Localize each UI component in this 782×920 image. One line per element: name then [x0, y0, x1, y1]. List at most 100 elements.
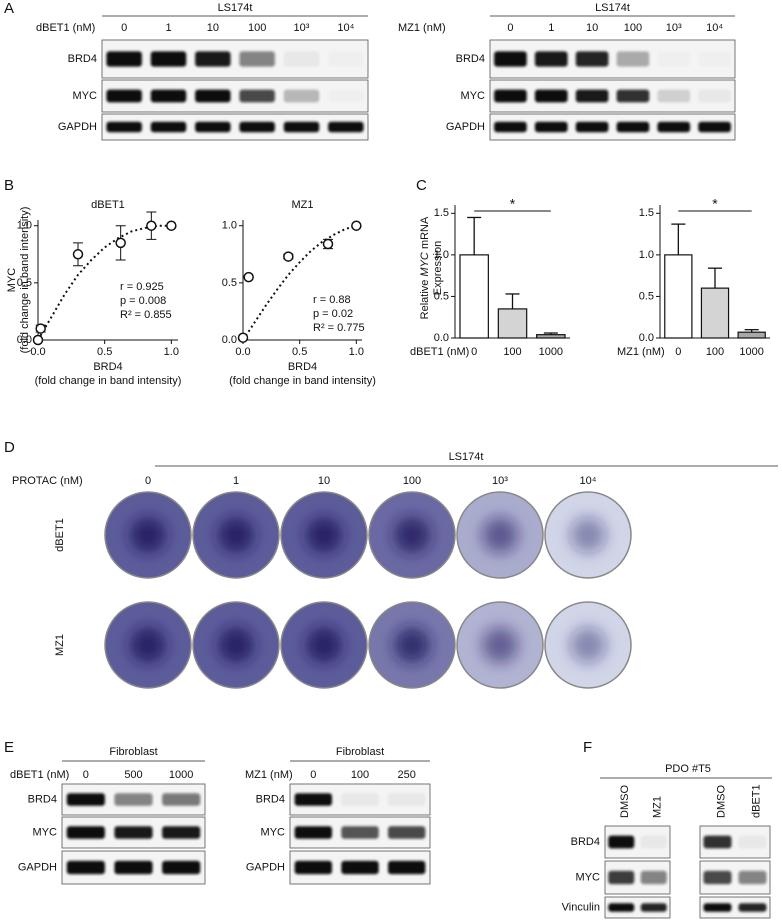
row-label: MYC [73, 90, 98, 102]
row-label: GAPDH [246, 861, 285, 873]
band [239, 89, 275, 103]
lane-label: dBET1 [750, 784, 762, 818]
band [608, 903, 635, 912]
plate-center [218, 627, 254, 663]
band [738, 835, 767, 849]
x-tick-label: 100 [503, 346, 521, 358]
band [608, 870, 635, 885]
point [146, 220, 157, 231]
band [150, 89, 187, 103]
row-label: GAPDH [446, 121, 485, 133]
conc-label: MZ1 (nM) [398, 22, 446, 34]
point [351, 220, 362, 231]
point [72, 249, 84, 260]
band [328, 51, 363, 66]
band [616, 51, 650, 67]
band [114, 826, 153, 839]
x-axis-label: (fold change in band intensity) [35, 375, 182, 387]
bar [497, 308, 528, 339]
y-tick-label: 0.0 [17, 334, 32, 346]
blot-frame [699, 896, 771, 919]
band [657, 51, 690, 66]
band [66, 860, 105, 875]
band [114, 860, 153, 875]
lane-label: 10 [207, 22, 219, 34]
lane-label: 1 [548, 22, 554, 34]
band [657, 89, 691, 103]
lane-label: 10 [318, 475, 330, 487]
y-axis-label: (fold change in band intensity) [19, 207, 31, 354]
plate-center [570, 517, 606, 553]
band [195, 51, 231, 67]
conc-label: MZ1 (nM) [245, 769, 293, 781]
x-tick-label: 0.5 [97, 346, 112, 358]
band [703, 903, 732, 912]
plate-center [394, 517, 430, 553]
y-tick-label: 1.5 [639, 207, 654, 219]
plates-title: LS174t [449, 451, 484, 463]
band [494, 51, 527, 67]
lane-label: 10⁴ [580, 475, 597, 487]
point [115, 237, 126, 249]
annotation: p = 0.008 [120, 295, 166, 307]
band [575, 89, 609, 103]
blot-frame [489, 39, 736, 79]
band [608, 835, 635, 849]
band [703, 870, 732, 885]
blot-frame [101, 113, 369, 141]
x-tick-label: 0.5 [292, 346, 307, 358]
panel-label: E [4, 739, 14, 756]
point [283, 251, 294, 262]
x-tick-label: 100 [706, 346, 724, 358]
row-label: GAPDH [18, 861, 57, 873]
band [640, 870, 667, 885]
lane-label: DMSO [715, 785, 727, 818]
y-axis-label: Relative MYC mRNA [419, 216, 431, 319]
band [388, 826, 426, 839]
band [239, 51, 275, 67]
blot-frame [101, 39, 369, 79]
y-axis-label: Expression [432, 241, 444, 295]
y-tick-label: 0.5 [222, 277, 237, 289]
label-part: MYC [419, 252, 431, 277]
lane-label: 1 [165, 22, 171, 34]
annotation: R² = 0.775 [313, 322, 365, 334]
band [640, 903, 667, 912]
lane-label: 1 [233, 475, 239, 487]
lane-label: 0 [121, 22, 127, 34]
band [703, 835, 732, 849]
band [575, 121, 609, 133]
x-tick-label: 1.0 [164, 346, 179, 358]
blot-frame [604, 896, 671, 919]
band [114, 793, 153, 806]
band [150, 51, 187, 67]
plate-center [130, 517, 166, 553]
significance: * [712, 196, 718, 212]
x-axis-label: BRD4 [288, 361, 317, 373]
plate-center [570, 627, 606, 663]
y-tick-label: 0.0 [434, 332, 449, 344]
band [283, 89, 320, 103]
lane-label: 1000 [169, 769, 193, 781]
x-tick-label: 0.0 [30, 346, 45, 358]
band [106, 121, 142, 133]
band [195, 121, 231, 133]
band [698, 89, 731, 103]
band [162, 793, 201, 806]
band [698, 121, 731, 133]
blot-title: LS174t [595, 2, 630, 14]
band [388, 793, 426, 806]
x-axis-label: MZ1 (nM) [617, 346, 665, 358]
y-tick-label: 1.0 [434, 249, 449, 261]
band [283, 51, 320, 67]
lane-label: 0 [145, 475, 151, 487]
x-tick-label: 0 [675, 346, 681, 358]
lane-label: DMSO [619, 785, 631, 818]
x-tick-label: 1000 [739, 346, 763, 358]
row-label: BRD4 [28, 793, 57, 805]
bar [536, 334, 566, 339]
band [341, 793, 379, 806]
bar [700, 287, 730, 339]
row-label: BRD4 [256, 793, 285, 805]
